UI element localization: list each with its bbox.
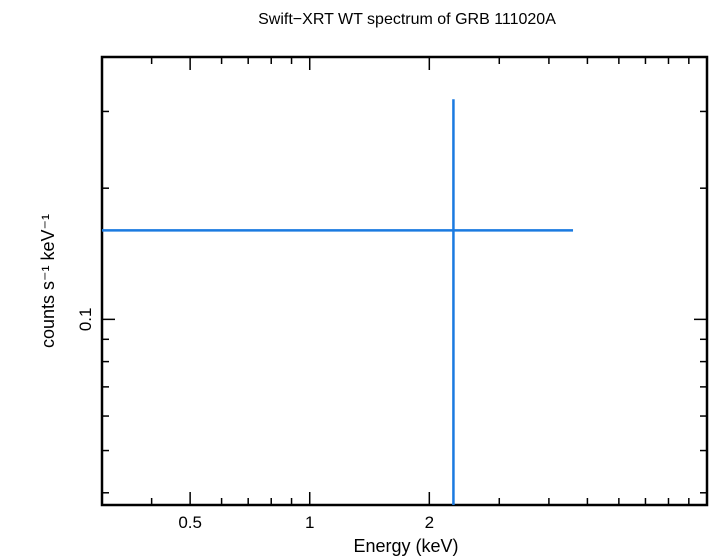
x-tick-label: 2 (425, 513, 434, 532)
x-axis-label: Energy (keV) (353, 536, 458, 556)
x-tick-label: 0.5 (178, 513, 202, 532)
plot-frame (100, 55, 709, 507)
y-axis-label: counts s⁻¹ keV⁻¹ (38, 214, 58, 348)
x-tick-label: 1 (305, 513, 314, 532)
y-tick-labels: 0.1 (76, 308, 95, 332)
chart-title: Swift−XRT WT spectrum of GRB 111020A (258, 11, 556, 28)
axis-ticks (101, 56, 708, 505)
y-tick-label: 0.1 (76, 308, 95, 332)
plot-area (100, 55, 709, 507)
data-marks (102, 99, 574, 505)
x-tick-labels: 0.5 1 2 (178, 513, 434, 532)
